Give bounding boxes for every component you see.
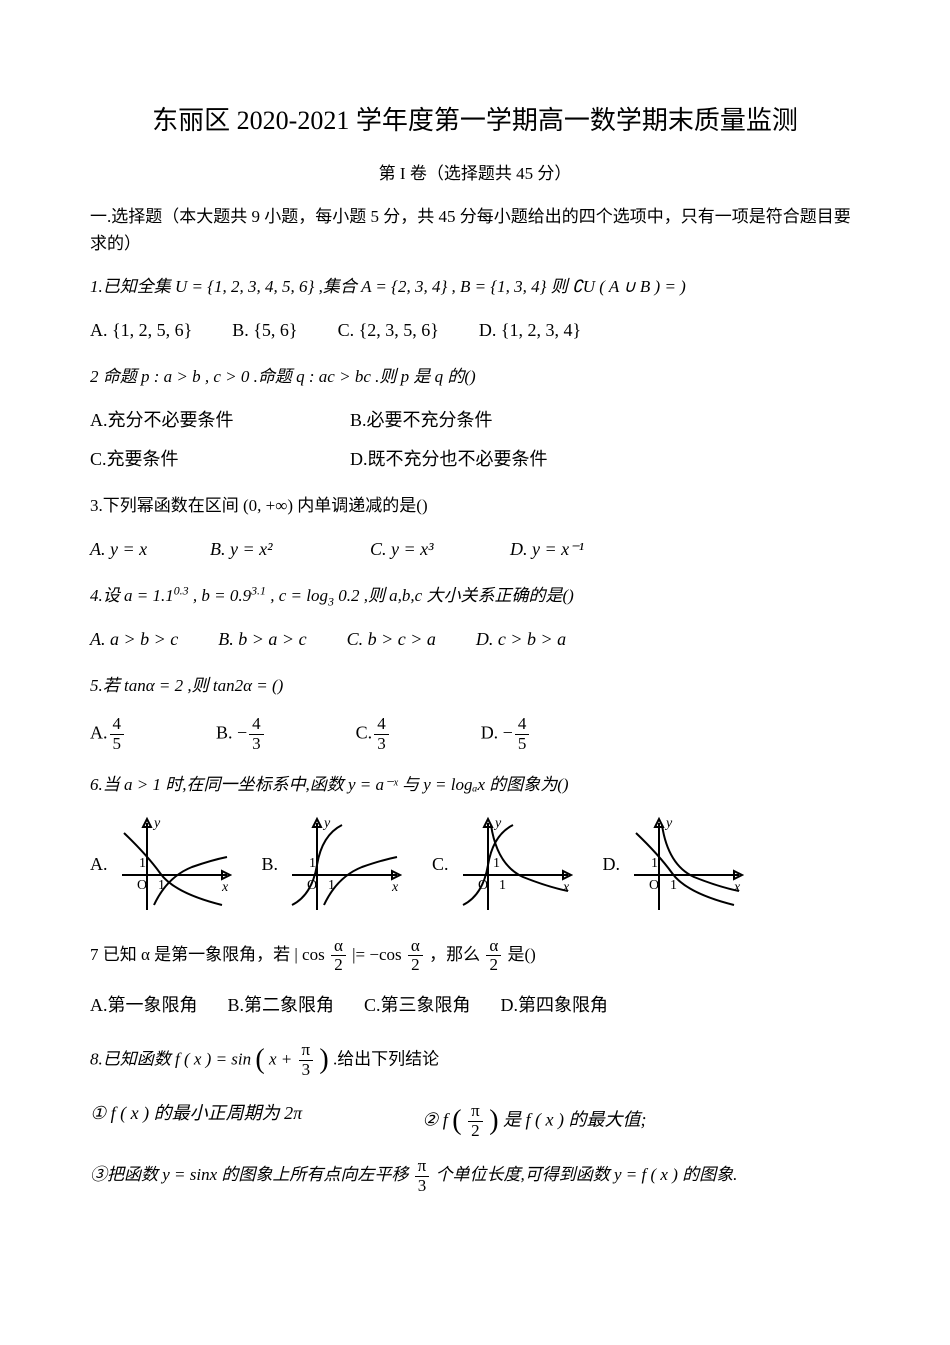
graph-c-icon: O11 xy [453, 815, 573, 915]
q4-c: C. b > c > a [347, 625, 436, 654]
q4-a: A. a > b > c [90, 625, 178, 654]
q1-options: A. {1, 2, 5, 6} B. {5, 6} C. {2, 3, 5, 6… [90, 316, 860, 345]
svg-text:x: x [562, 880, 570, 895]
q1-d: D. {1, 2, 3, 4} [479, 316, 581, 345]
q8-statements-1: ① f ( x ) 的最小正周期为 2π ② f ( π2 ) 是 f ( x … [90, 1099, 860, 1144]
q7-options: A.第一象限角 B.第二象限角 C.第三象限角 D.第四象限角 [90, 991, 860, 1020]
q7-text: 7 已知 α 是第一象限角，若 | cos α2 |= −cos α2 ，那么 … [90, 937, 860, 975]
q4-options: A. a > b > c B. b > a > c C. b > c > a D… [90, 625, 860, 654]
q3-text: 3.下列幂函数在区间 (0, +∞) 内单调递减的是() [90, 492, 860, 519]
svg-text:1: 1 [493, 856, 500, 871]
q6-graphs: A. O11 xy B. O11 xy C. O11 xy [90, 815, 860, 915]
q3-options: A. y = x B. y = x² C. y = x³ D. y = x⁻¹ [90, 535, 860, 564]
q6-c: C. O11 xy [432, 815, 573, 915]
q8-s1: ① f ( x ) 的最小正周期为 2π [90, 1099, 302, 1144]
q3-b: B. y = x² [210, 535, 330, 564]
q6-b: B. O11 xy [262, 815, 403, 915]
q7-c: C.第三象限角 [364, 991, 471, 1020]
q4-d: D. c > b > a [476, 625, 566, 654]
q2-options: A.充分不必要条件 B.必要不充分条件 C.充要条件 D.既不充分也不必要条件 [90, 406, 860, 474]
q5-text: 5.若 tanα = 2 ,则 tan2α = () [90, 672, 860, 699]
svg-text:x: x [221, 880, 229, 895]
q8-s3: ③把函数 y = sinx 的图象上所有点向左平移 π3 个单位长度,可得到函数… [90, 1157, 860, 1195]
q1-text: 1.已知全集 U = {1, 2, 3, 4, 5, 6} ,集合 A = {2… [90, 273, 860, 300]
q3-c: C. y = x³ [370, 535, 470, 564]
svg-text:1: 1 [309, 856, 316, 871]
q2-a: A.充分不必要条件 [90, 406, 350, 435]
svg-text:O: O [649, 878, 659, 893]
q1-c: C. {2, 3, 5, 6} [338, 316, 439, 345]
q7-b: B.第二象限角 [228, 991, 335, 1020]
svg-text:y: y [493, 816, 502, 831]
q4-b: B. b > a > c [218, 625, 306, 654]
q6-text: 6.当 a > 1 时,在同一坐标系中,函数 y = a⁻ˣ 与 y = log… [90, 771, 860, 798]
graph-b-icon: O11 xy [282, 815, 402, 915]
q1-a: A. {1, 2, 5, 6} [90, 316, 192, 345]
part-subtitle: 第 I 卷（选择题共 45 分） [90, 160, 860, 187]
svg-text:1: 1 [139, 856, 146, 871]
q2-text: 2 命题 p : a > b , c > 0 .命题 q : ac > bc .… [90, 363, 860, 390]
q8-s2: ② f ( π2 ) 是 f ( x ) 的最大值; [422, 1099, 646, 1144]
svg-text:y: y [152, 816, 161, 831]
q6-d: D. O11 xy [603, 815, 745, 915]
q8-text: 8.已知函数 f ( x ) = sin ( x + π3 ) .给出下列结论 [90, 1038, 860, 1083]
svg-text:y: y [664, 816, 673, 831]
q5-d: D. −45 [481, 715, 532, 753]
svg-text:1: 1 [670, 878, 677, 893]
exam-title: 东丽区 2020-2021 学年度第一学期高一数学期末质量监测 [90, 100, 860, 142]
q1-b: B. {5, 6} [232, 316, 297, 345]
q3-d: D. y = x⁻¹ [510, 535, 584, 564]
svg-text:x: x [391, 880, 399, 895]
q5-a: A.45 [90, 715, 126, 753]
q7-a: A.第一象限角 [90, 991, 198, 1020]
q3-a: A. y = x [90, 535, 170, 564]
graph-a-icon: O11 xy [112, 815, 232, 915]
svg-text:1: 1 [651, 856, 658, 871]
q5-b: B. −43 [216, 715, 266, 753]
q2-c: C.充要条件 [90, 445, 350, 474]
svg-text:y: y [322, 816, 331, 831]
q5-options: A.45 B. −43 C.43 D. −45 [90, 715, 860, 753]
q7-d: D.第四象限角 [501, 991, 609, 1020]
graph-d-icon: O11 xy [624, 815, 744, 915]
svg-text:x: x [733, 880, 741, 895]
q2-b: B.必要不充分条件 [350, 406, 860, 435]
svg-text:1: 1 [499, 878, 506, 893]
q2-d: D.既不充分也不必要条件 [350, 445, 860, 474]
q6-a: A. O11 xy [90, 815, 232, 915]
section-header: 一.选择题（本大题共 9 小题，每小题 5 分，共 45 分每小题给出的四个选项… [90, 203, 860, 257]
q4-text: 4.设 a = 1.10.3 , b = 0.93.1 , c = log3 0… [90, 582, 860, 609]
svg-text:O: O [137, 878, 147, 893]
q5-c: C.43 [356, 715, 391, 753]
